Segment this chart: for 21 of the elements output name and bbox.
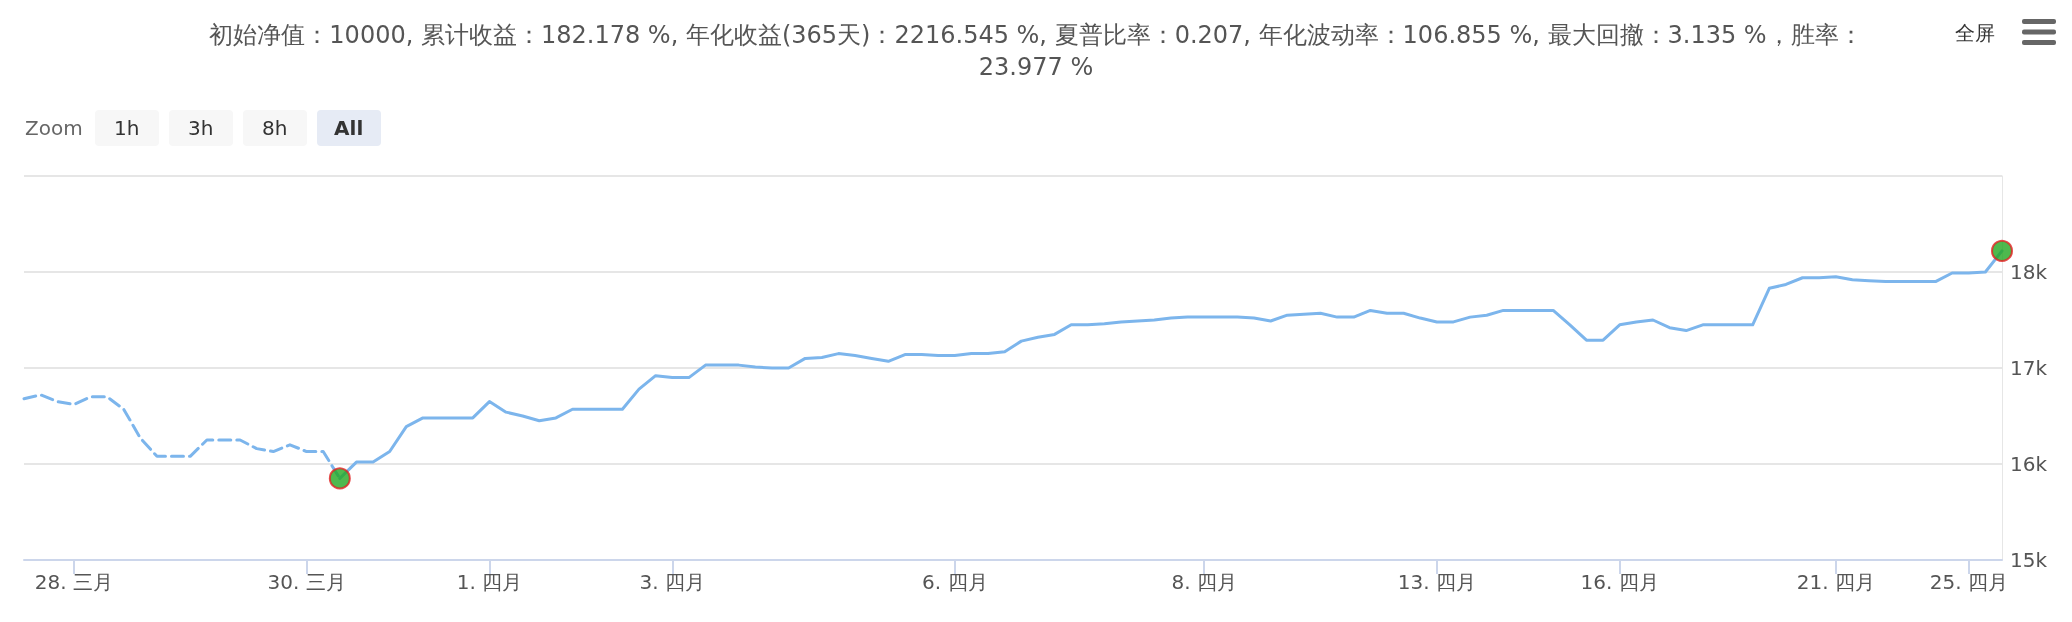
zoom-button: 8h: [242, 110, 307, 146]
zoom-button: All: [316, 110, 381, 146]
x-tick-label: 28. 三月: [34, 570, 113, 594]
x-tick-label: 30. 三月: [267, 570, 346, 594]
text: Zoom: [25, 116, 83, 140]
zoom-button: 1h: [94, 110, 159, 146]
x-tick-label: 1. 四月: [456, 570, 523, 594]
text: 全屏: [1955, 20, 1995, 47]
x-tick-label: 3. 四月: [639, 570, 705, 594]
x-tick-label: 13. 四月: [1397, 570, 1476, 594]
x-tick-label: 8. 四月: [1171, 570, 1237, 594]
x-tick-label: 16. 四月: [1580, 570, 1659, 594]
y-tick-label: 15k: [2010, 548, 2048, 572]
x-tick-label: 6. 四月: [922, 570, 988, 594]
chart-title: 初始净值：10000, 累计收益：182.178 %, 年化收益(365天)：2216.545 %, 夏普比率：0.207, 年化波动率：106.855 %, 最大回撤：3.135 %，胜率：23.977 %: [209, 21, 1863, 81]
y-tick-label: 16k: [2010, 452, 2048, 476]
y-tick-label: 18k: [2010, 260, 2048, 284]
y-tick-label: 17k: [2010, 356, 2048, 380]
x-tick-label: 21. 四月: [1796, 570, 1875, 594]
zoom-button: 3h: [168, 110, 233, 146]
x-tick-label: 25. 四月: [1929, 570, 2008, 594]
